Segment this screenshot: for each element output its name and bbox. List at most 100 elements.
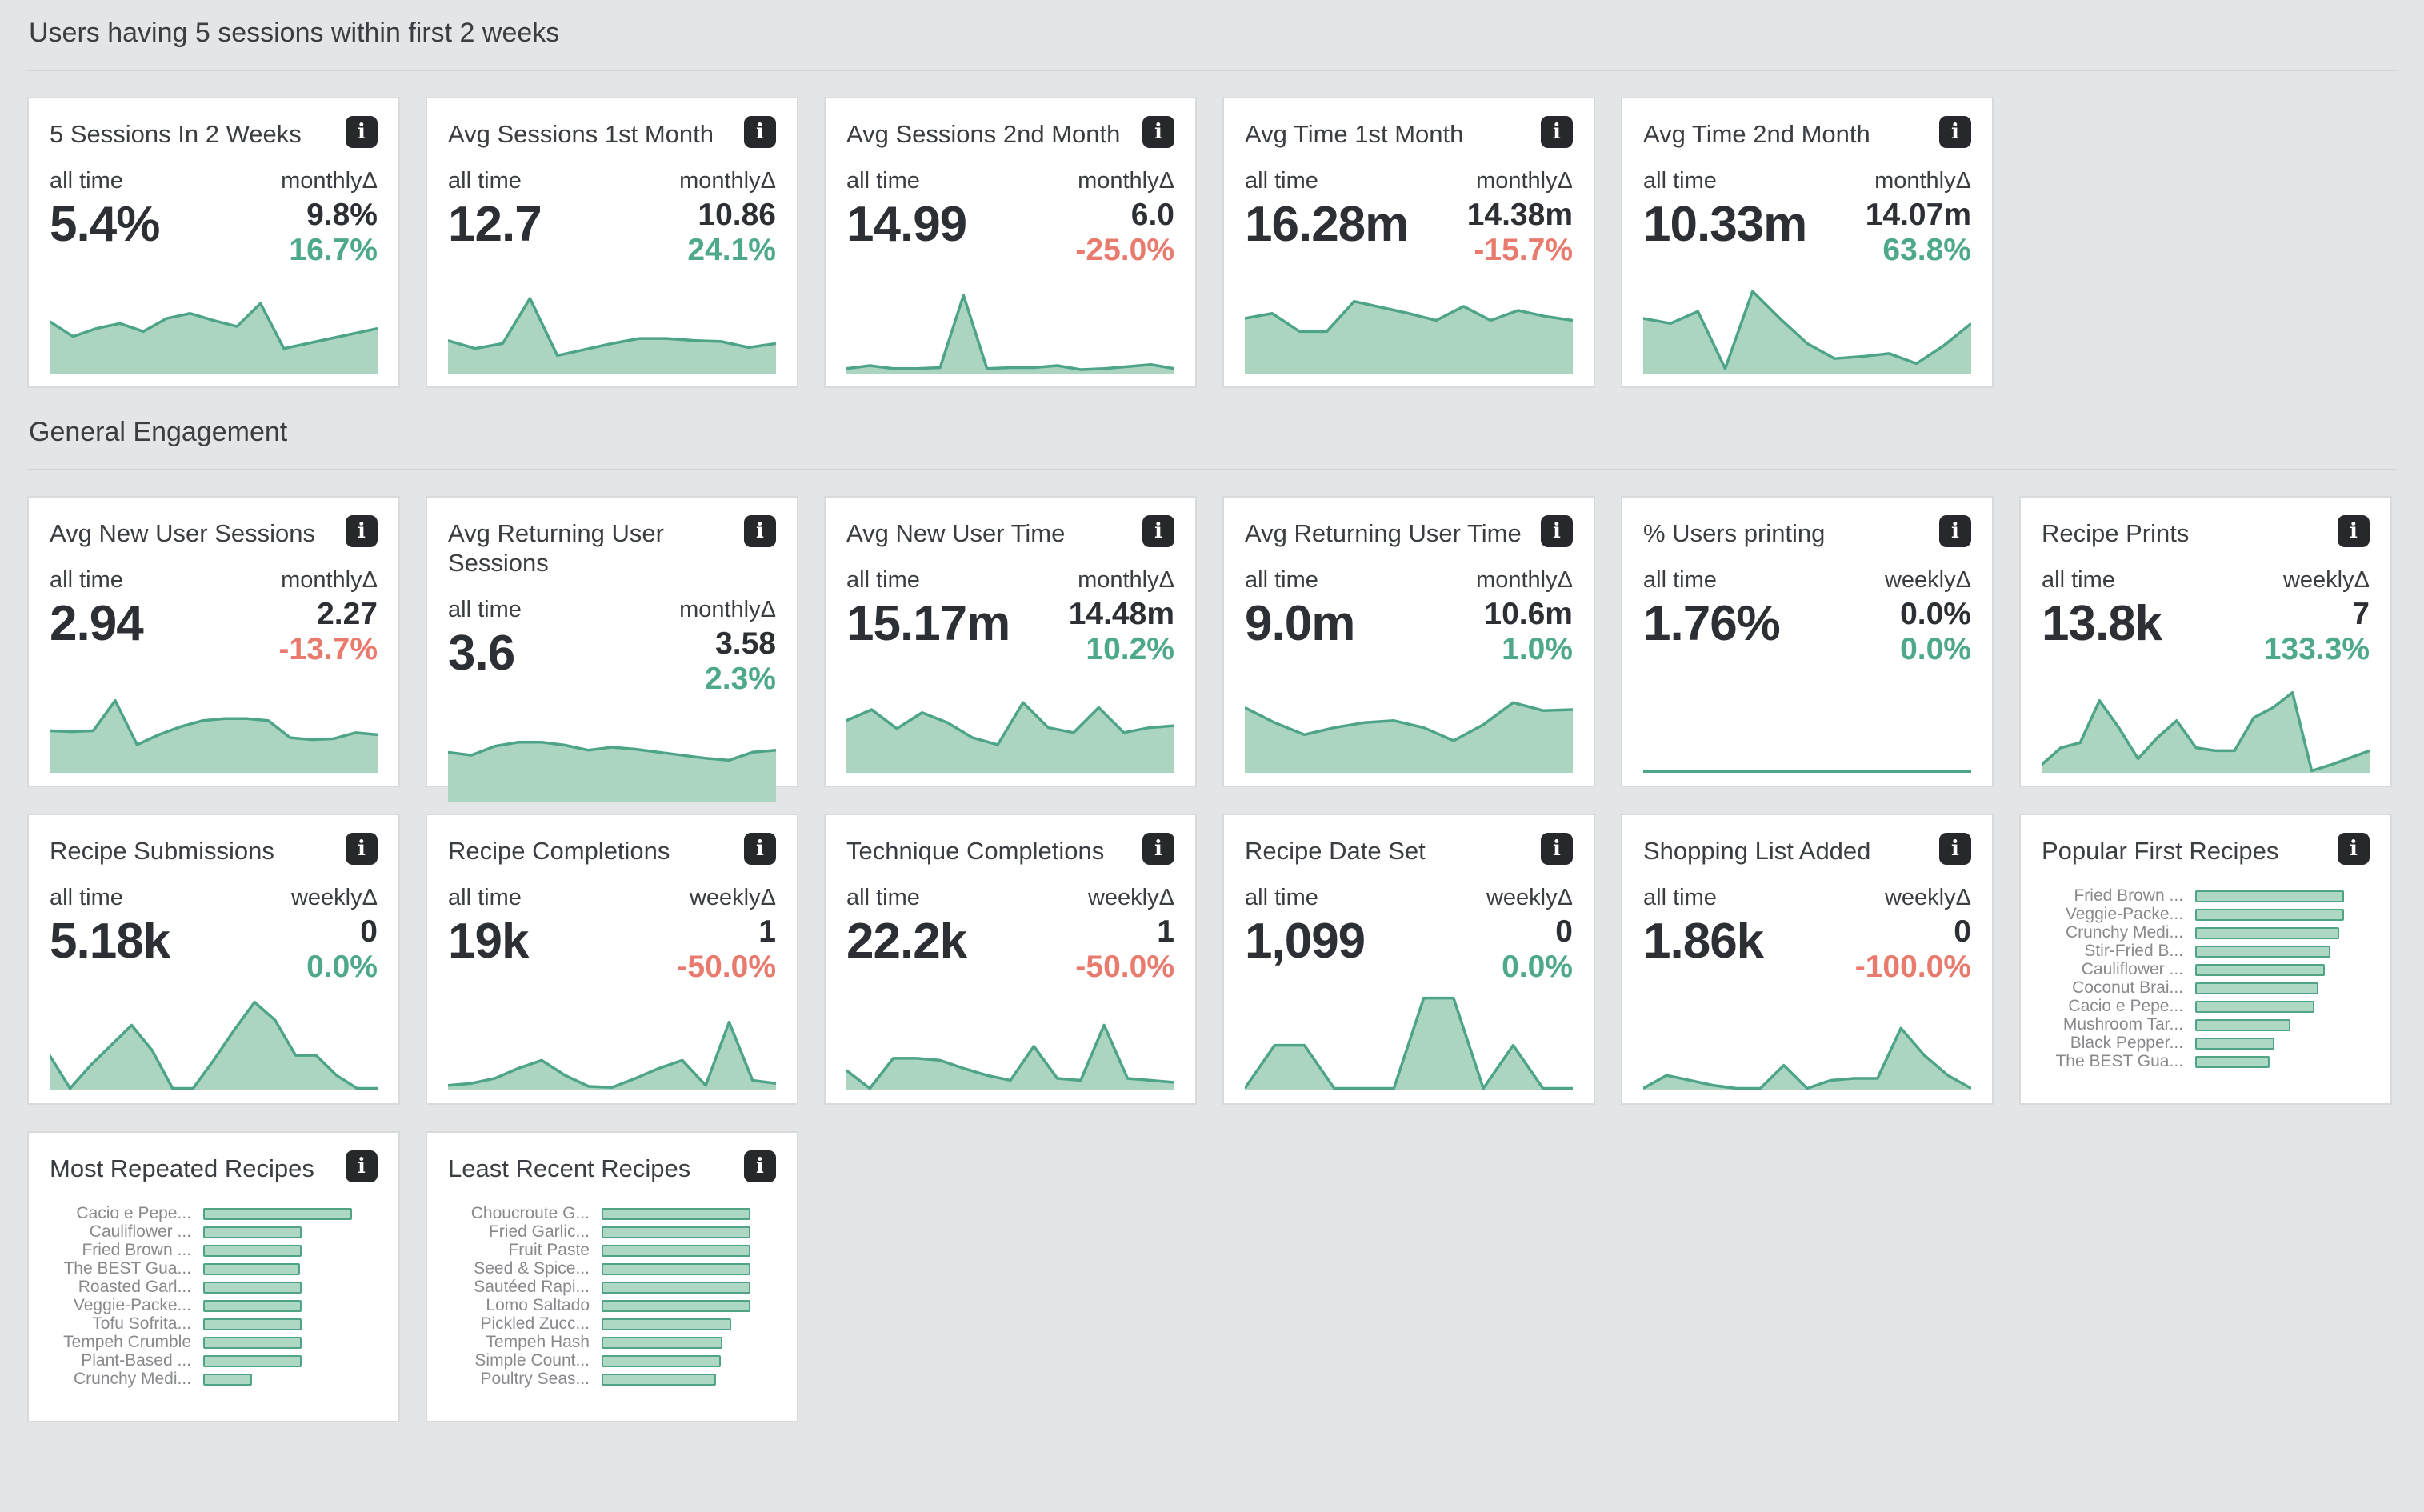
delta-block: weeklyΔ 0 0.0% (1486, 885, 1573, 984)
period-label: all time (1643, 168, 1717, 194)
delta-value: 3.58 (715, 626, 776, 662)
bar-label: Veggie-Packe... (73, 1296, 191, 1315)
card-header: Least Recent Recipes i (448, 1150, 776, 1183)
all-time-block: all time 3.6 (448, 597, 522, 696)
delta-value: 0.0% (1900, 597, 1971, 632)
metrics-row: all time 2.94 monthlyΔ 2.27 -13.7% (50, 567, 378, 666)
info-icon[interactable]: i (346, 116, 378, 148)
delta-value: 7 (2352, 597, 2370, 632)
bar-track (602, 1244, 750, 1257)
bar-track (2195, 1037, 2344, 1050)
bar (2195, 1055, 2270, 1068)
all-time-block: all time 15.17m (846, 567, 1010, 666)
bar-label: Coconut Brai... (2072, 978, 2183, 998)
metrics-row: all time 12.7 monthlyΔ 10.86 24.1% (448, 168, 776, 267)
info-icon[interactable]: i (1142, 515, 1174, 547)
bar-row: Tempeh Crumble (50, 1333, 378, 1351)
bar-row: Mushroom Tar... (2042, 1015, 2370, 1034)
bar (2195, 926, 2340, 939)
sparkline-svg (1643, 667, 1971, 773)
delta-label: monthlyΔ (1078, 168, 1174, 194)
period-label: all time (448, 597, 522, 623)
metric-card: Avg Time 1st Month i all time 16.28m mon… (1222, 97, 1595, 388)
bar-label: Fried Garlic... (488, 1222, 590, 1242)
all-time-value: 10.33m (1643, 197, 1807, 253)
bar (602, 1262, 750, 1275)
bar-label: Stir-Fried B... (2084, 942, 2183, 961)
bar-row: Cauliflower ... (50, 1222, 378, 1241)
bar-label: Veggie-Packe... (2065, 905, 2183, 924)
info-icon[interactable]: i (346, 1150, 378, 1182)
bar-label: Tempeh Hash (486, 1333, 590, 1352)
metric-card: Avg Time 2nd Month i all time 10.33m mon… (1621, 97, 1994, 388)
bar-label: Fruit Paste (508, 1241, 590, 1260)
info-icon[interactable]: i (1541, 116, 1573, 148)
sparkline-svg (1245, 667, 1573, 773)
bar (602, 1354, 721, 1367)
info-icon[interactable]: i (1939, 116, 1971, 148)
card-title: 5 Sessions In 2 Weeks (50, 120, 302, 148)
info-icon[interactable]: i (1939, 833, 1971, 865)
bar-label: The BEST Gua... (63, 1259, 191, 1278)
sparkline-svg (1643, 985, 1971, 1090)
bar-label: Tofu Sofrita... (92, 1314, 191, 1334)
card-title: Least Recent Recipes (448, 1154, 691, 1182)
period-label: all time (846, 567, 920, 594)
all-time-block: all time 1,099 (1245, 885, 1366, 984)
bar (203, 1336, 302, 1349)
bar-label: Sautéed Rapi... (474, 1278, 590, 1297)
info-icon[interactable]: i (346, 515, 378, 547)
all-time-value: 22.2k (846, 914, 967, 970)
info-icon[interactable]: i (744, 1150, 776, 1182)
bar-row: Cauliflower ... (2042, 960, 2370, 979)
bar-label: Lomo Saltado (486, 1296, 590, 1315)
info-icon[interactable]: i (744, 833, 776, 865)
delta-block: monthlyΔ 6.0 -25.0% (1075, 168, 1174, 267)
all-time-value: 19k (448, 914, 529, 970)
bar (203, 1354, 302, 1367)
bar-track (2195, 1000, 2344, 1013)
period-label: all time (448, 168, 522, 194)
all-time-value: 14.99 (846, 197, 967, 253)
dashboard-section: General Engagement Avg New User Sessions… (27, 410, 2397, 1422)
bar-label: Roasted Garl... (78, 1278, 191, 1297)
bar-row: Crunchy Medi... (2042, 923, 2370, 942)
metric-card: Recipe Prints i all time 13.8k weeklyΔ 7… (2019, 496, 2392, 787)
sparkline-svg (846, 985, 1174, 1090)
delta-percent: 0.0% (306, 949, 378, 984)
info-icon[interactable]: i (1541, 833, 1573, 865)
bar-track (203, 1262, 352, 1275)
bar (2195, 1000, 2314, 1013)
info-icon[interactable]: i (744, 515, 776, 547)
metric-card: % Users printing i all time 1.76% weekly… (1621, 496, 1994, 787)
card-title: Avg Returning User Sessions (448, 519, 664, 578)
info-icon[interactable]: i (1939, 515, 1971, 547)
sparkline-svg (448, 268, 776, 374)
bar-row: Sautéed Rapi... (448, 1278, 776, 1297)
info-icon[interactable]: i (744, 116, 776, 148)
bar-track (2195, 963, 2344, 976)
metrics-row: all time 3.6 monthlyΔ 3.58 2.3% (448, 597, 776, 696)
delta-value: 0 (1954, 914, 1971, 950)
info-icon[interactable]: i (2338, 515, 2370, 547)
bar-label: Cauliflower ... (2081, 960, 2183, 979)
info-icon[interactable]: i (1142, 833, 1174, 865)
bar (203, 1318, 302, 1330)
sparkline-svg (846, 268, 1174, 374)
info-icon[interactable]: i (1541, 515, 1573, 547)
all-time-block: all time 1.76% (1643, 567, 1781, 666)
bar-track (2195, 926, 2344, 939)
sparkline-svg (846, 667, 1174, 773)
card-header: Recipe Date Set i (1245, 833, 1573, 866)
info-icon[interactable]: i (2338, 833, 2370, 865)
info-icon[interactable]: i (1142, 116, 1174, 148)
delta-label: weeklyΔ (1884, 885, 1971, 911)
delta-percent: 2.3% (705, 662, 776, 697)
card-header: Recipe Submissions i (50, 833, 378, 866)
bar (602, 1244, 750, 1257)
card-header: Technique Completions i (846, 833, 1174, 866)
metric-card: Avg Returning User Sessions i all time 3… (426, 496, 798, 802)
delta-percent: 63.8% (1882, 232, 1971, 267)
card-title: Avg New User Sessions (50, 519, 315, 547)
info-icon[interactable]: i (346, 833, 378, 865)
